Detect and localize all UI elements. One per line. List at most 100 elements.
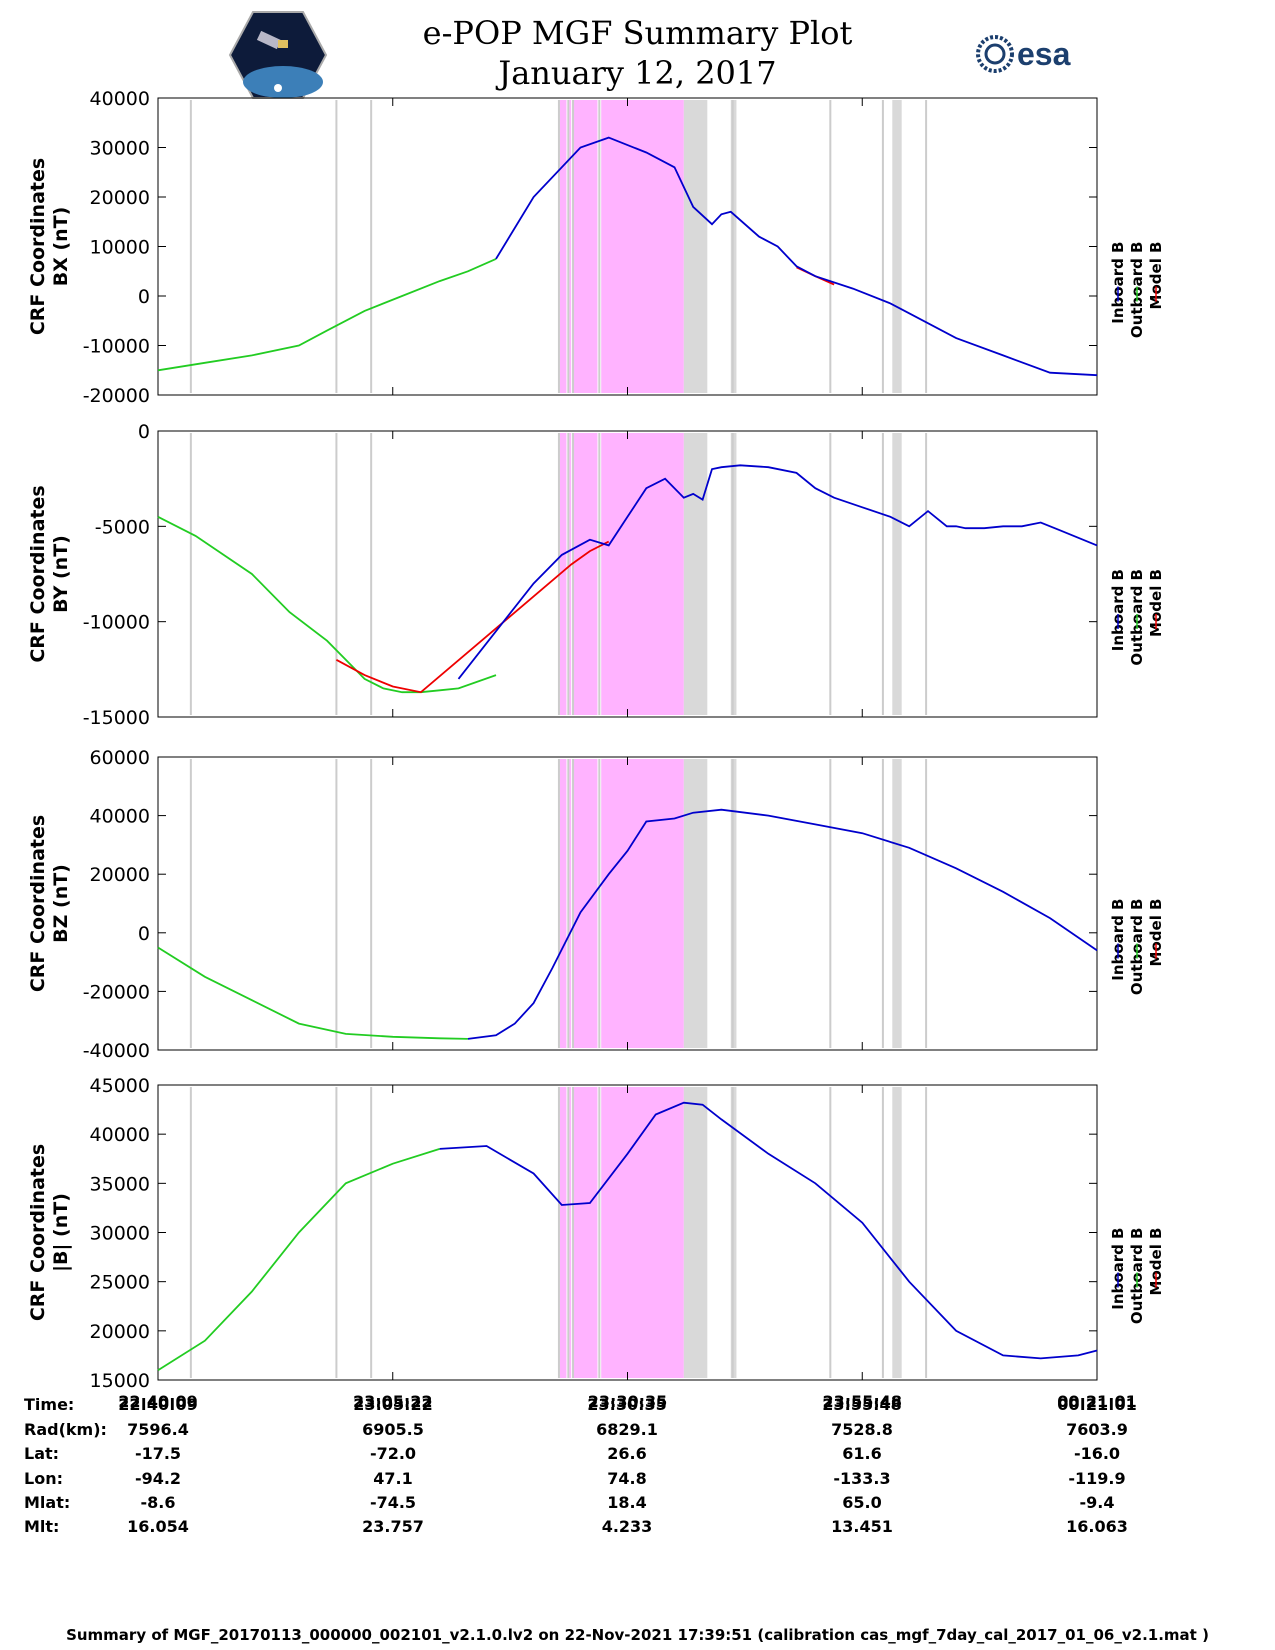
x-tick-label: 23:05:22 (353, 1392, 433, 1411)
table-cell: 7528.8 (831, 1420, 893, 1439)
shaded-region-magenta (601, 100, 684, 393)
table-cell: -8.6 (140, 1493, 176, 1512)
legend-label: Inboard B (1109, 1228, 1127, 1310)
y-tick-label: 30000 (90, 138, 150, 160)
y-tick-label: 20000 (90, 187, 150, 209)
table-cell: -74.5 (369, 1493, 417, 1512)
y-tick-label: 45000 (90, 1075, 150, 1097)
legend-label: Model B (1147, 242, 1165, 310)
table-cell: -119.9 (1068, 1469, 1126, 1488)
shaded-region-magenta (559, 100, 567, 393)
legend-label: Model B (1147, 569, 1165, 637)
shaded-region-gray (892, 1087, 902, 1378)
shaded-region-magenta (573, 759, 598, 1048)
table-cell: 6829.1 (596, 1420, 658, 1439)
y-axis-label: |B| (nT) (50, 1193, 72, 1272)
y-tick-label: 15000 (90, 1370, 150, 1392)
series-line-outboard-b (157, 258, 497, 372)
y-tick-label: 0 (138, 421, 150, 443)
panel-2: 0 -5000 -10000 -15000 CRF Coordinates BY (nT)… (27, 421, 1165, 729)
shaded-region-magenta (569, 433, 572, 715)
shaded-region-gray (683, 100, 708, 393)
y-tick-label: 25000 (90, 1272, 150, 1294)
shaded-region-gray (892, 100, 902, 393)
esa-logo-text: esa (1017, 36, 1071, 72)
shaded-region-magenta (573, 100, 598, 393)
shaded-region-gray (683, 433, 708, 715)
table-cell: -72.0 (369, 1444, 417, 1463)
y-tick-label: -5000 (95, 516, 150, 538)
table-cell: 00:21:01 (1057, 1395, 1137, 1414)
shaded-region-gray (683, 759, 708, 1048)
shaded-region-magenta (559, 1087, 567, 1378)
y-tick-label: 20000 (90, 864, 150, 886)
shaded-region-magenta (569, 100, 572, 393)
x-tick-label: 23:55:48 (822, 1392, 902, 1411)
y-axis-label: CRF Coordinates (27, 1144, 49, 1321)
y-tick-label: 0 (138, 923, 150, 945)
panel-4: 45000 40000 35000 30000 25000 20000 15000 CRF C… (27, 1075, 1165, 1392)
series-line-outboard-b (157, 1148, 440, 1371)
y-tick-label: -15000 (83, 707, 150, 729)
y-axis-label: BZ (nT) (50, 864, 72, 943)
y-tick-label: 60000 (90, 747, 150, 769)
table-cell: -133.3 (833, 1469, 891, 1488)
y-tick-label: 35000 (90, 1173, 150, 1195)
y-axis-label: BX (nT) (50, 207, 72, 287)
x-tick-label: 00:21:01 (1057, 1392, 1137, 1411)
y-tick-label: 40000 (90, 806, 150, 828)
table-cell: 22:40:09 (118, 1395, 198, 1414)
table-cell: 7596.4 (127, 1420, 189, 1439)
panel-1: 40000 30000 20000 10000 0 -10000 -20000 CRF Coo… (27, 88, 1165, 407)
y-tick-label: 10000 (90, 237, 150, 259)
legend-label: Inboard B (1109, 242, 1127, 324)
y-tick-label: -20000 (83, 385, 150, 407)
table-cell: 16.063 (1066, 1517, 1128, 1536)
table-cell: 26.6 (607, 1444, 647, 1463)
series-line-inboard-b (439, 1101, 1098, 1360)
x-tick-label: 23:30:35 (588, 1392, 668, 1411)
series-line-inboard-b (457, 464, 1098, 680)
series-line-inboard-b (467, 808, 1098, 1040)
shaded-region-gray (683, 1087, 708, 1378)
table-cell: 23:55:48 (822, 1395, 902, 1414)
series-line-outboard-b (157, 946, 468, 1040)
y-tick-label: 40000 (90, 88, 150, 110)
table-label-mlat: Mlat: (24, 1493, 71, 1512)
table-label-mlt: Mlt: (24, 1517, 60, 1536)
y-axis-label: CRF Coordinates (27, 485, 49, 662)
y-tick-label: 40000 (90, 1124, 150, 1146)
y-axis-label: CRF Coordinates (27, 158, 49, 335)
footer-summary: Summary of MGF_20170113_000000_002101_v2… (66, 1626, 1209, 1644)
plot-date: January 12, 2017 (498, 54, 777, 92)
shaded-region-gray (892, 759, 902, 1048)
table-cell: 74.8 (607, 1469, 647, 1488)
shaded-region-magenta (569, 759, 572, 1048)
table-cell: 47.1 (373, 1469, 413, 1488)
table-cell: 65.0 (842, 1493, 882, 1512)
series-line-inboard-b (495, 136, 1098, 377)
table-cell: 23.757 (362, 1517, 424, 1536)
table-cell: 7603.9 (1066, 1420, 1128, 1439)
shaded-region-magenta (573, 433, 598, 715)
table-cell: 16.054 (127, 1517, 189, 1536)
y-tick-label: 0 (138, 286, 150, 308)
table-cell: -9.4 (1079, 1493, 1115, 1512)
y-tick-label: -40000 (83, 1040, 150, 1062)
table-cell: 23:30:35 (587, 1395, 667, 1414)
y-tick-label: 30000 (90, 1223, 150, 1245)
series-line-model-b (335, 540, 610, 694)
table-cell: 13.451 (831, 1517, 893, 1536)
y-tick-label: -10000 (83, 336, 150, 358)
table-label-lon: Lon: (24, 1469, 63, 1488)
y-tick-label: -10000 (83, 612, 150, 634)
plot-title: e-POP MGF Summary Plot (422, 14, 853, 52)
shaded-region-gray (892, 433, 902, 715)
shaded-region-magenta (601, 759, 684, 1048)
table-label-time: Time: (24, 1395, 75, 1414)
table-cell: 4.233 (601, 1517, 653, 1536)
shaded-region-magenta (569, 1087, 572, 1378)
shaded-region-magenta (559, 759, 567, 1048)
table-cell: 61.6 (842, 1444, 882, 1463)
